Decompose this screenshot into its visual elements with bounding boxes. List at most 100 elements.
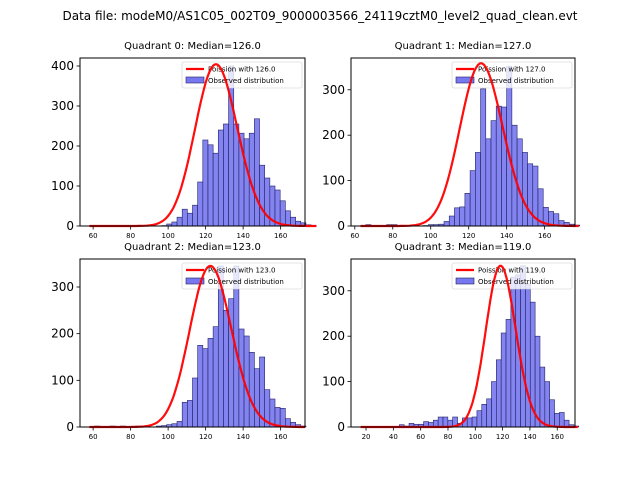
legend: Poission with 126.0 Observed distribution (181, 61, 303, 89)
x-tick-label: 60 (89, 433, 98, 441)
histogram-bar (248, 352, 255, 428)
legend-label-poisson: Poission with 123.0 (208, 267, 276, 275)
histogram-bar (181, 401, 188, 428)
x-tick-label: 140 (236, 232, 249, 240)
histogram-bar (192, 204, 198, 227)
histogram-bar (480, 88, 487, 227)
histogram-bar (187, 212, 193, 227)
subplot-quadrant-1: Quadrant 1: Median=127.0 Poission with 12… (322, 41, 581, 240)
histogram-bar (202, 348, 209, 428)
histogram-bar (554, 413, 560, 428)
histogram-bar (527, 163, 534, 227)
axes-frame (79, 57, 306, 227)
histogram-bar (217, 129, 224, 227)
histogram-bar (486, 398, 492, 428)
y-tick-label: 100 (51, 373, 74, 387)
axes-frame (350, 57, 576, 227)
y-tick-label: 0 (337, 420, 345, 434)
legend-label-observed: Observed distribution (208, 278, 284, 286)
x-tick-label: 120 (199, 433, 212, 441)
histogram-bar (442, 416, 449, 428)
histogram-bar (464, 193, 471, 227)
x-tick-label: 100 (161, 232, 174, 240)
histogram-bar (522, 152, 528, 227)
x-tick-label: 80 (444, 433, 453, 441)
y-tick-label: 0 (337, 219, 345, 233)
histogram-bar (559, 412, 565, 428)
legend-label-poisson: Poission with 127.0 (478, 66, 546, 74)
subplot-title: Quadrant 1: Median=127.0 (395, 41, 532, 52)
histogram-bar (197, 345, 204, 428)
histogram-bars (399, 265, 580, 428)
histogram-bar (520, 265, 526, 428)
histogram-bar (285, 210, 291, 227)
histogram-bar (176, 216, 183, 227)
legend-bar-swatch (185, 277, 205, 285)
legend-bar-swatch (455, 277, 475, 285)
y-tick-label: 300 (322, 83, 345, 97)
legend-frame (451, 262, 573, 290)
axes-frame (79, 258, 306, 428)
histogram-bar (500, 332, 507, 428)
histogram-bars (365, 65, 581, 227)
histogram-bar (274, 189, 281, 227)
histogram-bar (212, 152, 219, 227)
legend-label-poisson: Poission with 119.0 (478, 267, 546, 275)
x-tick-label: 80 (388, 232, 397, 240)
histogram-bar (475, 152, 481, 227)
histogram-bar (233, 123, 240, 227)
histogram-bars (161, 65, 317, 227)
x-tick-label: 120 (199, 232, 212, 240)
x-tick-label: 100 (161, 433, 174, 441)
histogram-bar (490, 120, 497, 227)
x-tick-label: 160 (538, 232, 551, 240)
histogram-bar (202, 139, 209, 227)
histogram-bar (274, 407, 281, 428)
histogram-bar (279, 200, 286, 227)
legend-label-observed: Observed distribution (208, 77, 284, 85)
axes-frame (350, 258, 576, 428)
histogram-bar (176, 421, 183, 428)
subplot-title: Quadrant 2: Median=123.0 (124, 242, 261, 253)
y-tick-label: 200 (322, 329, 345, 343)
histogram-bar (223, 310, 229, 428)
y-tick-label: 100 (322, 375, 345, 389)
y-tick-label: 100 (322, 174, 345, 188)
x-tick-label: 100 (424, 232, 437, 240)
y-tick-label: 200 (51, 139, 74, 153)
histogram-bar (516, 138, 523, 227)
histogram-bar (454, 207, 460, 227)
histogram-bar (544, 381, 550, 428)
histogram-bar (254, 368, 260, 428)
subplot-title: Quadrant 0: Median=126.0 (124, 41, 261, 52)
histogram-bar (549, 399, 555, 428)
legend: Poission with 127.0 Observed distribution (451, 61, 573, 89)
y-tick-label: 100 (51, 179, 74, 193)
histogram-bar (223, 123, 229, 227)
histogram-bar (481, 403, 487, 428)
histogram-bar (476, 410, 483, 428)
legend-label-poisson: Poission with 126.0 (208, 66, 276, 74)
legend-frame (181, 262, 303, 290)
x-tick-label: 120 (496, 433, 509, 441)
x-tick-label: 60 (416, 433, 425, 441)
histogram-bar (437, 416, 444, 428)
y-tick-label: 200 (51, 327, 74, 341)
x-tick-label: 60 (89, 232, 98, 240)
y-tick-label: 0 (66, 420, 74, 434)
histogram-bar (443, 221, 450, 227)
legend: Poission with 123.0 Observed distribution (181, 262, 303, 290)
x-tick-label: 140 (236, 433, 249, 441)
y-tick-label: 300 (51, 99, 74, 113)
legend-label-observed: Observed distribution (478, 278, 554, 286)
legend-label-observed: Observed distribution (478, 77, 554, 85)
histogram-bar (525, 283, 531, 428)
subplot-quadrant-2: Quadrant 2: Median=123.0 Poission with 12… (51, 242, 307, 441)
figure-suptitle: Data file: modeM0/AS1C05_002T09_90000035… (62, 9, 577, 23)
x-tick-label: 160 (274, 232, 287, 240)
x-tick-label: 100 (469, 433, 482, 441)
x-tick-label: 140 (500, 232, 513, 240)
histogram-bar (469, 170, 476, 227)
x-tick-label: 160 (551, 433, 564, 441)
subplot-quadrant-0: Quadrant 0: Median=126.0 Poission with 12… (51, 41, 317, 240)
